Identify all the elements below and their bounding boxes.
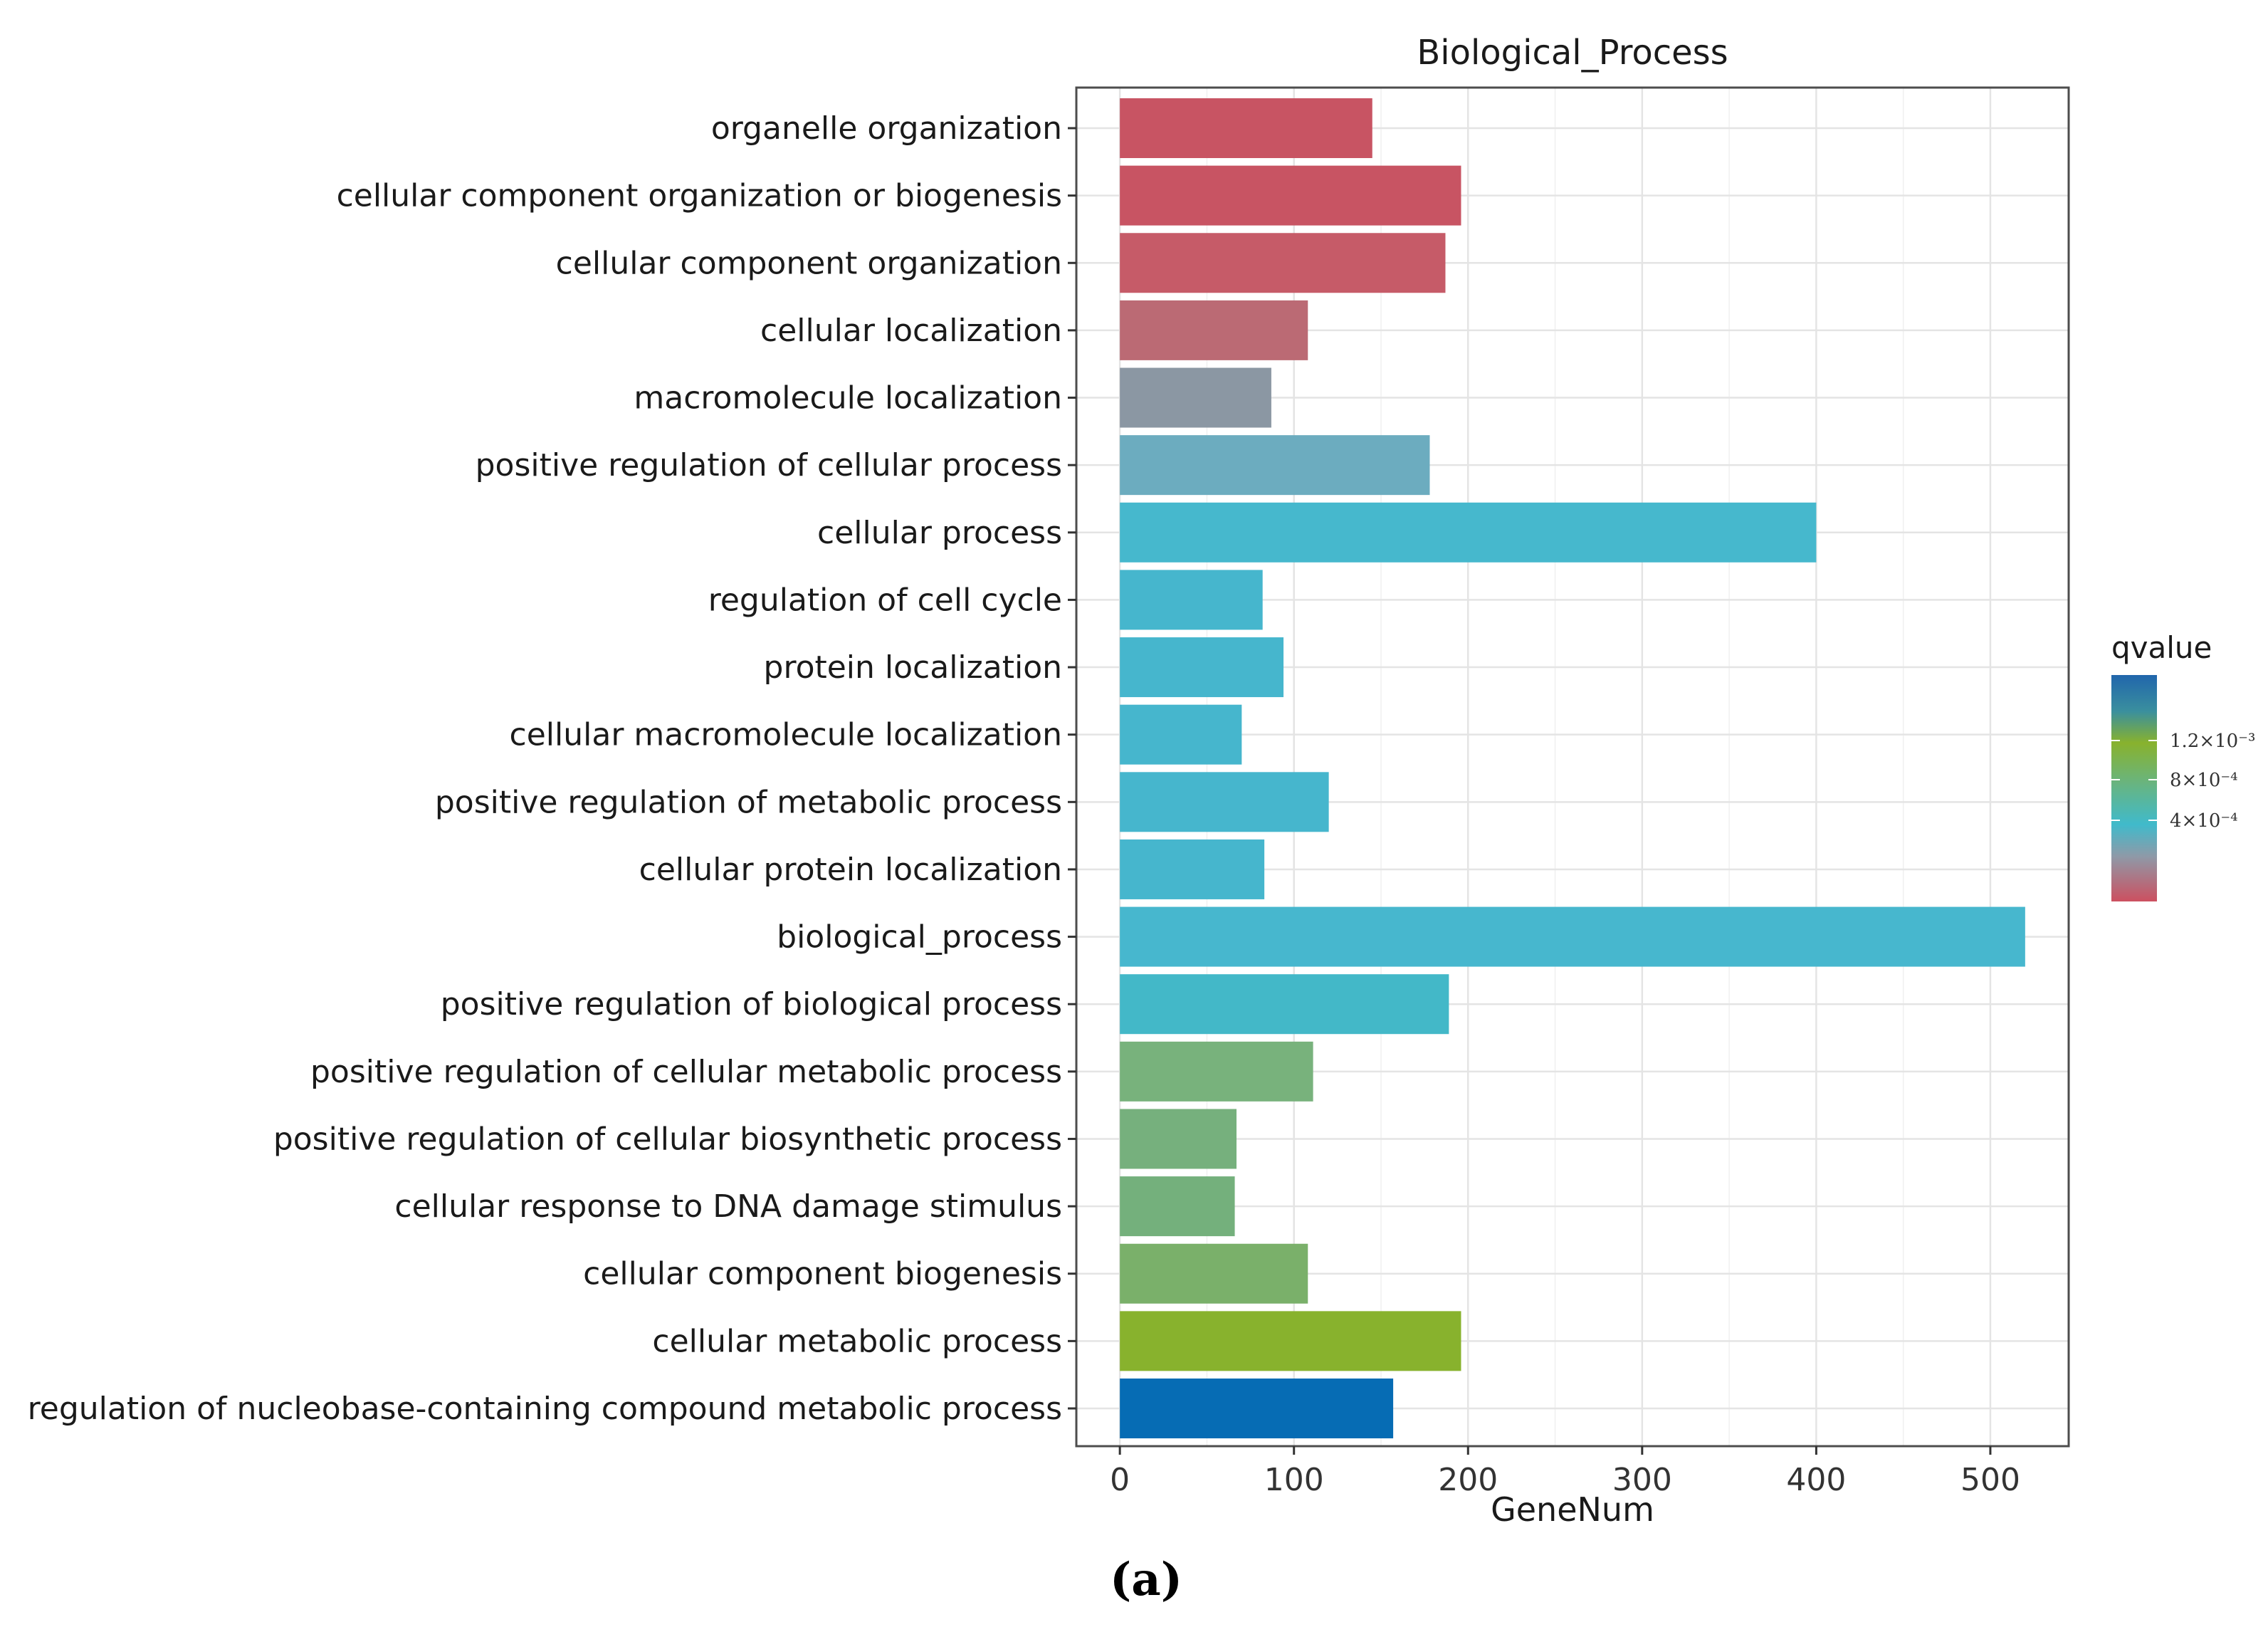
category-label: cellular component organization [556, 245, 1062, 281]
legend-title: qvalue [2111, 630, 2212, 665]
bar [1120, 1243, 1308, 1304]
plot-panel [1075, 86, 2070, 1448]
category-label: cellular component organization or bioge… [337, 178, 1062, 214]
bar [1120, 98, 1372, 158]
x-tick-label: 0 [1110, 1462, 1130, 1498]
x-tick-label: 200 [1438, 1462, 1498, 1498]
x-tick-label: 400 [1786, 1462, 1846, 1498]
bars [1120, 98, 2025, 1438]
legend-tick-label: 1.2×10⁻³ [2170, 731, 2255, 752]
bar [1120, 704, 1242, 765]
category-label: positive regulation of metabolic process [435, 784, 1062, 820]
plot-border [1075, 86, 2070, 1448]
legend-colorbar [2111, 675, 2157, 901]
bar [1120, 165, 1461, 226]
bar [1120, 1311, 1461, 1371]
category-label: cellular metabolic process [652, 1323, 1062, 1359]
x-tick-label: 500 [1960, 1462, 2020, 1498]
category-label: positive regulation of cellular metaboli… [310, 1054, 1062, 1090]
category-label: cellular response to DNA damage stimulus [394, 1188, 1062, 1225]
y-axis: organelle organization cellular component… [28, 110, 1076, 1427]
x-axis: 0 100 200 300 400 500 [1110, 1446, 2020, 1498]
bar [1120, 974, 1449, 1035]
category-label: organelle organization [711, 110, 1062, 147]
legend-tick-label: 8×10⁻⁴ [2170, 770, 2238, 791]
category-label: cellular protein localization [639, 852, 1062, 888]
category-label: regulation of nucleobase-containing comp… [28, 1391, 1062, 1427]
category-label: cellular localization [760, 313, 1062, 349]
category-label: cellular component biogenesis [583, 1256, 1062, 1292]
bar [1120, 1176, 1235, 1237]
bar [1120, 367, 1271, 428]
x-tick-label: 300 [1612, 1462, 1672, 1498]
category-label: positive regulation of biological proces… [441, 986, 1062, 1023]
panel-label: (a) [1110, 1553, 1182, 1606]
legend-ticks: 1.2×10⁻³ 8×10⁻⁴ 4×10⁻⁴ [2111, 731, 2255, 832]
qvalue-legend: qvalue 1.2×10⁻³ 8×10⁻⁴ 4×10⁻⁴ [2111, 630, 2255, 901]
bar [1120, 502, 1817, 563]
bar [1120, 570, 1263, 630]
bar [1120, 1379, 1394, 1438]
bar [1120, 435, 1430, 496]
category-label: positive regulation of cellular process [476, 447, 1062, 483]
category-label: protein localization [764, 649, 1062, 686]
category-label: positive regulation of cellular biosynth… [273, 1121, 1062, 1157]
bar [1120, 637, 1284, 698]
category-label: cellular macromolecule localization [510, 717, 1062, 753]
bar [1120, 300, 1308, 360]
category-label: cellular process [817, 515, 1062, 551]
chart-title: Biological_Process [1417, 33, 1728, 73]
bar [1120, 839, 1265, 899]
bar [1120, 1109, 1237, 1169]
bar [1120, 1041, 1313, 1102]
category-label: biological_process [777, 919, 1062, 956]
bar [1120, 906, 2025, 967]
category-label: macromolecule localization [634, 380, 1062, 417]
x-axis-title: GeneNum [1491, 1490, 1654, 1529]
category-label: regulation of cell cycle [708, 582, 1062, 618]
x-tick-label: 100 [1264, 1462, 1324, 1498]
bar [1120, 233, 1446, 293]
legend-tick-label: 4×10⁻⁴ [2170, 810, 2238, 832]
bar [1120, 772, 1329, 832]
